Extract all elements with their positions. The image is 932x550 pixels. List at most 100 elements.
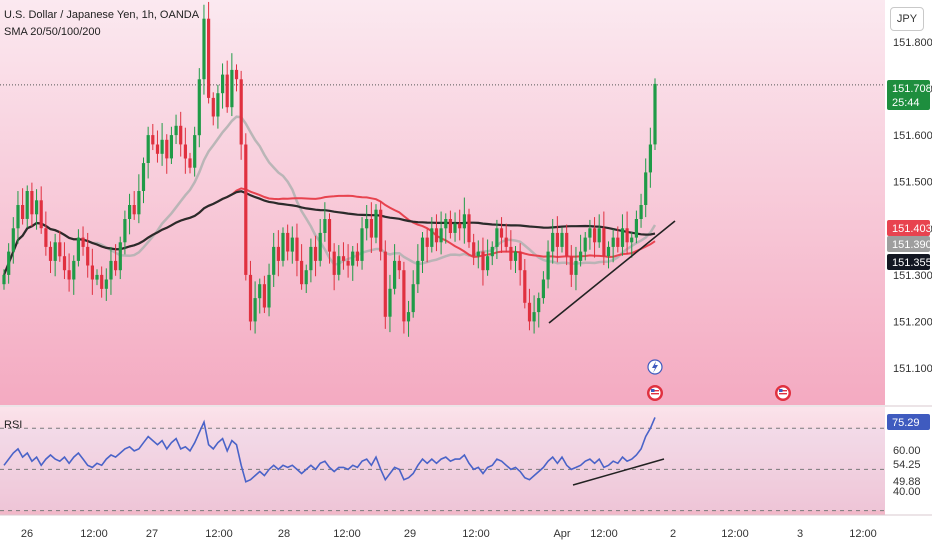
candle-body [221,74,225,94]
candle-body [160,139,164,154]
candle-body [309,246,313,271]
time-tick-label: 2 [670,528,676,540]
candle-body [625,228,629,243]
candle-body [313,246,318,261]
candle-body [169,135,173,159]
candle-body [272,246,276,275]
candle-body [258,284,262,299]
candle-body [230,69,234,108]
rsi-tick-label: 49.88 [893,476,921,488]
candle-body [486,256,490,271]
candle-body [72,260,76,280]
candle-body [44,228,48,247]
candle-body [588,228,592,238]
candle-body [11,228,15,252]
candle-body [53,242,57,261]
time-tick-label: 26 [21,528,33,540]
price-tick-label: 151.200 [893,316,932,328]
candle-body [86,246,90,266]
candle-body [602,228,606,257]
candle-body [416,260,420,285]
candle-body [453,223,457,233]
candle-body [290,237,294,252]
candle-body [458,223,462,229]
candle-body [281,232,285,261]
price-tag: 151.403 [887,220,932,236]
candle-body [467,214,471,243]
candle-body [379,209,383,252]
time-tick-label: 12:00 [721,528,749,540]
candle-body [616,237,620,247]
candle-body [100,274,104,289]
candle-body [211,97,215,117]
price-tag-value: 151.355 [892,257,932,269]
candle-body [653,83,657,145]
candle-body [295,237,299,261]
rsi-line [3,417,656,483]
candle-body [253,298,257,322]
us-flag-event-icon [647,385,663,401]
time-tick-label: 12:00 [462,528,490,540]
candle-body [7,251,11,275]
candle-body [546,251,550,280]
candle-body [551,232,555,252]
time-tick-label: 27 [146,528,158,540]
candle-body [518,251,522,271]
candle-body [118,242,122,271]
rsi-label[interactable]: RSI [4,419,23,431]
candle-body [76,237,80,261]
candle-body [406,312,411,322]
currency-button[interactable]: JPY [890,7,924,31]
candle-body [225,74,229,108]
candle-body [114,260,118,271]
candle-body [509,246,513,261]
rsi-tick-label: 40.00 [893,486,921,498]
candle-body [216,93,220,117]
candle-body [202,18,206,80]
candle-body [593,228,597,243]
candle-body [439,228,443,243]
candle-body [425,237,429,247]
candle-body [2,274,6,285]
candle-body [402,270,406,322]
price-tick-label: 151.300 [893,270,932,282]
price-tag-value: 151.390 [892,239,932,251]
rsi-pane-background [0,407,885,515]
candle-body [128,205,132,219]
candle-body [583,237,587,252]
candle-body [351,251,355,266]
candle-body [495,228,499,247]
candle-body [179,125,183,145]
candle-body [25,191,29,219]
candle-body [137,191,141,215]
candle-body [444,219,448,229]
candle-body [248,274,253,322]
candle-body [360,228,364,261]
candle-body [48,246,53,261]
candle-body [472,242,476,257]
candle-body [318,232,322,261]
price-trendline [548,220,676,324]
candle-body [490,246,494,257]
candle-body [606,246,611,257]
candle-body [430,228,434,247]
rsi-tag-value: 75.29 [892,417,920,429]
candle-body [527,302,532,322]
candle-body [499,228,504,238]
indicator-legend[interactable]: SMA 20/50/100/200 [4,26,101,38]
candle-body [611,237,615,247]
sma100-line [2,190,656,276]
time-tick-label: 29 [404,528,416,540]
candle-body [132,205,136,215]
candle-body [434,228,439,243]
time-tick-label: 28 [278,528,290,540]
time-tick-label: 12:00 [333,528,361,540]
candle-body [234,69,239,80]
candle-body [323,219,327,233]
candle-body [267,274,271,308]
candle-body [397,260,401,271]
candle-body [67,270,71,280]
candle-body [16,205,20,229]
time-tick-label: 12:00 [205,528,233,540]
